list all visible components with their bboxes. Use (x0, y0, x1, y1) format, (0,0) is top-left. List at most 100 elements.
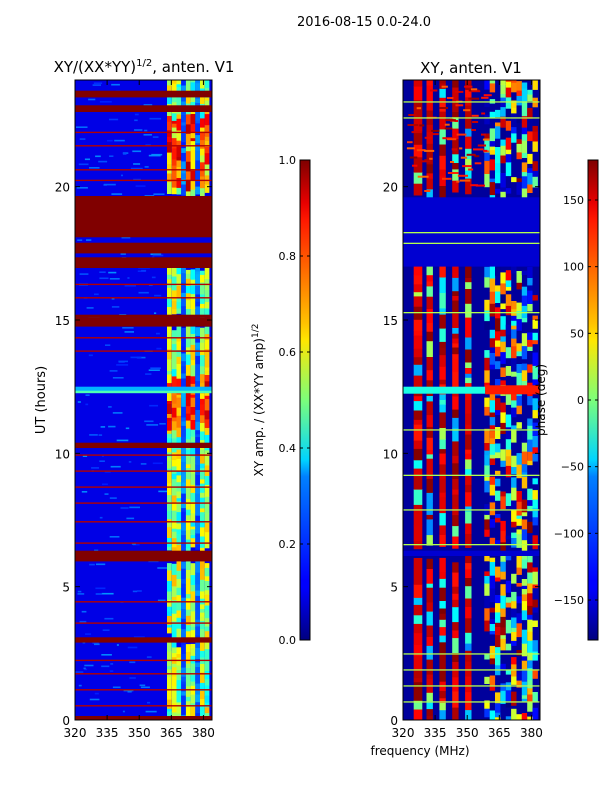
amplitude-interference-stripe (75, 386, 212, 393)
amplitude-y-axis-label: UT (hours) (34, 366, 49, 434)
amplitude-texture-cell (109, 118, 119, 121)
phase-red-column-cell (413, 419, 423, 425)
amplitude-rfi-cell (190, 80, 196, 83)
amplitude-rfi-cell (176, 436, 182, 444)
amplitude-rfi-cell (185, 413, 191, 421)
phase-horizontal-line (403, 117, 540, 119)
phase-noisy-cell (532, 435, 538, 448)
amplitude-rfi-cell (195, 120, 200, 124)
amplitude-rfi-cell (181, 690, 186, 696)
phase-horizontal-line (403, 685, 540, 687)
amplitude-rfi-cell (171, 531, 177, 539)
phase-noisy-cell (511, 400, 517, 408)
phase-noisy-cell (532, 446, 538, 454)
phase-noisy-cell (505, 607, 512, 620)
amplitude-texture-cell (99, 101, 112, 103)
amplitude-rfi-cell (200, 603, 205, 609)
phase-noisy-cell (500, 616, 506, 628)
phase-red-column-cell (426, 674, 433, 679)
amplitude-rfi-cell (200, 705, 205, 716)
phase-panel-title: XY, anten. V1 (420, 59, 522, 77)
amplitude-texture-cell (154, 312, 157, 314)
amplitude-texture-cell (75, 671, 84, 673)
amplitude-rfi-cell (176, 415, 182, 428)
amplitude-rfi-cell (167, 274, 172, 280)
amplitude-rfi-cell (167, 688, 172, 700)
x-tick-label: 365 (160, 726, 183, 740)
amplitude-rfi-cell (185, 609, 191, 616)
amplitude-rfi-cell (204, 702, 210, 708)
amplitude-texture-cell (144, 129, 148, 132)
phase-red-column-cell (439, 626, 446, 636)
amplitude-rfi-cell (200, 165, 205, 172)
phase-noisy-cell (532, 332, 538, 341)
phase-swirl-cell (408, 114, 417, 116)
phase-noisy-cell (505, 153, 512, 163)
amplitude-rfi-cell (195, 355, 200, 365)
phase-red-column-cell (439, 697, 446, 703)
amplitude-rfi-cell (176, 80, 182, 85)
phase-noisy-cell (495, 451, 501, 459)
phase-noisy-cell (495, 470, 501, 475)
amplitude-rfi-cell (200, 354, 205, 367)
phase-red-column-cell (413, 489, 423, 505)
amplitude-texture-cell (86, 239, 92, 241)
x-tick-label: 320 (64, 726, 87, 740)
phase-noisy-cell (500, 154, 506, 164)
phase-red-column-cell (413, 655, 423, 670)
amplitude-rfi-cell (167, 658, 172, 667)
phase-noisy-cell (500, 127, 506, 140)
phase-noisy-cell (500, 433, 506, 439)
phase-red-column-cell (439, 80, 446, 84)
amplitude-rfi-cell (181, 296, 186, 307)
amplitude-texture-cell (152, 254, 164, 257)
amplitude-rfi-cell (185, 514, 191, 521)
phase-noisy-cell (489, 437, 496, 445)
phase-noisy-cell (505, 188, 512, 194)
phase-noisy-cell (500, 552, 506, 562)
phase-noisy-cell (521, 162, 528, 173)
amplitude-rfi-cell (190, 94, 196, 102)
phase-red-column-cell (452, 333, 459, 339)
phase-swirl-cell (481, 133, 486, 136)
phase-red-column-cell (465, 533, 472, 548)
phase-noisy-cell (521, 698, 528, 703)
amplitude-saturated-line (75, 350, 212, 352)
phase-noisy-cell (532, 161, 538, 171)
amplitude-rfi-cell (190, 647, 196, 656)
phase-red-column-cell (439, 116, 446, 130)
amplitude-rfi-cell (204, 541, 210, 549)
amplitude-rfi-cell (190, 681, 196, 686)
colorbar-tick-label: −150 (554, 594, 584, 607)
phase-red-column-cell (413, 183, 423, 196)
amplitude-rfi-cell (190, 394, 196, 398)
phase-noisy-cell (516, 405, 522, 415)
phase-swirl-cell (406, 147, 415, 150)
phase-red-column-cell (426, 645, 433, 660)
amplitude-texture-cell (135, 185, 146, 187)
amplitude-texture-cell (143, 104, 153, 106)
phase-noisy-cell (500, 541, 506, 553)
phase-horizontal-line (403, 474, 540, 476)
phase-noisy-cell (489, 346, 496, 353)
phase-noisy-cell (500, 422, 506, 434)
phase-noisy-cell (505, 270, 512, 281)
amplitude-rfi-cell (195, 590, 200, 596)
phase-red-column-cell (426, 602, 433, 612)
amplitude-rfi-cell (185, 161, 191, 172)
amplitude-rfi-cell (190, 81, 196, 92)
amplitude-rfi-cell (200, 154, 205, 163)
phase-red-column-cell (452, 371, 459, 387)
amplitude-rfi-cell (204, 630, 210, 641)
phase-noisy-cell (532, 584, 538, 589)
phase-noisy-cell (500, 272, 506, 284)
amplitude-rfi-cell (181, 608, 186, 619)
phase-noisy-cell (532, 283, 538, 296)
phase-noisy-cell (495, 474, 501, 479)
amplitude-rfi-cell (204, 660, 210, 671)
colorbar-tick-label: 0.8 (279, 250, 297, 263)
phase-noisy-cell (532, 606, 538, 613)
phase-noisy-cell (505, 305, 512, 316)
amplitude-rfi-cell (200, 127, 205, 132)
